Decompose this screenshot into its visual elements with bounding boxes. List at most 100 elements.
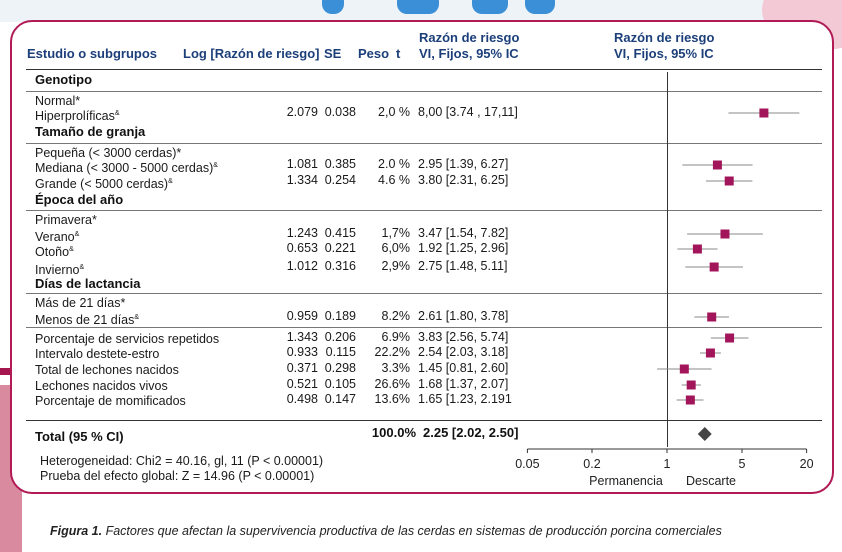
row-label: Hiperprolíficas& <box>35 109 120 124</box>
effect-marker <box>725 333 735 343</box>
superscript-mark: & <box>79 264 85 271</box>
row-weight: 6.9% <box>381 330 411 344</box>
row-ci: 1.45 [0.81, 2.60] <box>418 361 509 375</box>
row-se: 0.206 <box>324 330 356 344</box>
null-effect-line <box>667 72 668 447</box>
effect-marker <box>712 160 722 170</box>
row-label: Porcentaje de momificados <box>35 394 186 408</box>
row-ci: 3.47 [1.54, 7.82] <box>418 226 509 240</box>
x-label-left: Permanencia <box>589 474 663 488</box>
total-divider <box>26 420 822 421</box>
decor-shape <box>472 0 508 14</box>
ref-pequena: Pequeña (< 3000 cerdas)* <box>35 146 182 160</box>
header-rr1-line2: VI, Fijos, 95% IC <box>419 46 519 61</box>
row-weight: 4.6 % <box>378 173 410 187</box>
effect-marker <box>707 312 717 322</box>
row-log: 0.521 <box>286 377 318 391</box>
section-divider <box>26 91 822 92</box>
section-divider <box>26 143 822 144</box>
heterogeneity-text: Heterogeneidad: Chi2 = 40.16, gl, 11 (P … <box>40 454 324 468</box>
header-rr1-line1: Razón de riesgo <box>419 30 520 45</box>
row-ci: 2.61 [1.80, 3.78] <box>418 309 509 323</box>
row-label: Porcentaje de servicios repetidos <box>35 332 220 346</box>
row-ci: 3.83 [2.56, 5.74] <box>418 330 509 344</box>
section-genotipo: Genotipo <box>35 72 93 87</box>
header-se: SE <box>324 46 342 61</box>
decor-shape <box>525 0 555 14</box>
row-weight: 3.3% <box>381 361 411 375</box>
row-ci: 1.65 [1.23, 2.191 <box>418 392 512 406</box>
row-label: Total de lechones nacidos <box>35 363 179 377</box>
ref-primavera: Primavera* <box>35 213 97 227</box>
row-log: 1.334 <box>286 173 318 187</box>
effect-marker <box>685 395 695 405</box>
row-weight: 13.6% <box>374 392 410 406</box>
total-ci: 2.25 [2.02, 2.50] <box>423 425 519 440</box>
row-log: 1.343 <box>286 330 318 344</box>
effect-marker <box>724 176 734 186</box>
decor-shape <box>322 0 344 14</box>
row-ci: 2.75 [1.48, 5.11] <box>418 259 508 273</box>
row-ci: 3.80 [2.31, 6.25] <box>418 173 509 187</box>
row-label: Invierno& <box>35 263 85 278</box>
section-divider <box>26 327 822 328</box>
row-log: 0.653 <box>286 241 318 255</box>
header-rr2-line1: Razón de riesgo <box>614 30 715 45</box>
decor-shape <box>397 0 439 14</box>
section-divider <box>26 210 822 211</box>
row-se: 0.115 <box>325 345 356 359</box>
row-log: 2.079 <box>286 105 318 119</box>
row-log: 1.081 <box>286 157 318 171</box>
x-tick-label: 20 <box>800 457 814 471</box>
row-se: 0.038 <box>324 105 356 119</box>
total-label: Total (95 % CI) <box>35 429 124 444</box>
row-se: 0.221 <box>324 241 356 255</box>
row-label: Grande (< 5000 cerdas)& <box>35 177 173 192</box>
row-ci: 1.92 [1.25, 2.96] <box>418 241 509 255</box>
total-weight: 100.0% <box>371 425 416 440</box>
superscript-mark: & <box>213 162 218 169</box>
row-se: 0.298 <box>324 361 356 375</box>
header-study: Estudio o subgrupos <box>27 46 157 61</box>
x-tick-label: 0.05 <box>515 457 539 471</box>
caption-text: Factores que afectan la supervivencia pr… <box>102 524 722 538</box>
effect-marker <box>720 229 730 239</box>
x-tick-label: 5 <box>739 457 746 471</box>
effect-marker <box>679 364 689 374</box>
row-se: 0.254 <box>324 173 356 187</box>
row-weight: 2.0 % <box>378 157 410 171</box>
effect-marker <box>705 348 715 358</box>
effect-marker <box>686 380 696 390</box>
row-log: 0.959 <box>286 309 318 323</box>
row-ci: 2.95 [1.39, 6.27] <box>418 157 509 171</box>
superscript-mark: & <box>69 246 74 253</box>
header-log: Log [Razón de riesgo] <box>183 46 320 61</box>
row-log: 0.371 <box>286 361 318 375</box>
section-granja: Tamaño de granja <box>35 124 146 139</box>
effect-marker <box>709 262 719 272</box>
ref-mas21: Más de 21 días* <box>35 296 126 310</box>
row-ci: 1.68 [1.37, 2.07] <box>418 377 509 391</box>
x-tick-label: 0.2 <box>583 457 600 471</box>
row-se: 0.316 <box>324 259 356 273</box>
ref-normal: Normal* <box>35 94 81 108</box>
x-tick-label: 1 <box>664 457 671 471</box>
row-label: Menos de 21 días& <box>35 313 140 328</box>
row-se: 0.385 <box>324 157 356 171</box>
superscript-mark: & <box>134 314 140 321</box>
section-epoca: Época del año <box>35 192 124 207</box>
row-label: Verano& <box>35 230 80 245</box>
row-label: Mediana (< 3000 - 5000 cerdas)& <box>35 161 218 176</box>
header-weight: Peso <box>358 46 390 61</box>
caption-figure-label: Figura 1. <box>50 524 103 538</box>
row-weight: 2,9% <box>381 259 411 273</box>
total-diamond <box>697 427 712 441</box>
header-rr2-line2: VI, Fijos, 95% IC <box>614 46 714 61</box>
header-t: t <box>396 46 401 61</box>
forest-plot-card <box>10 20 834 494</box>
row-weight: 8.2% <box>381 309 411 323</box>
row-se: 0.105 <box>324 377 356 391</box>
effect-marker <box>692 244 702 254</box>
row-log: 1.012 <box>286 259 318 273</box>
